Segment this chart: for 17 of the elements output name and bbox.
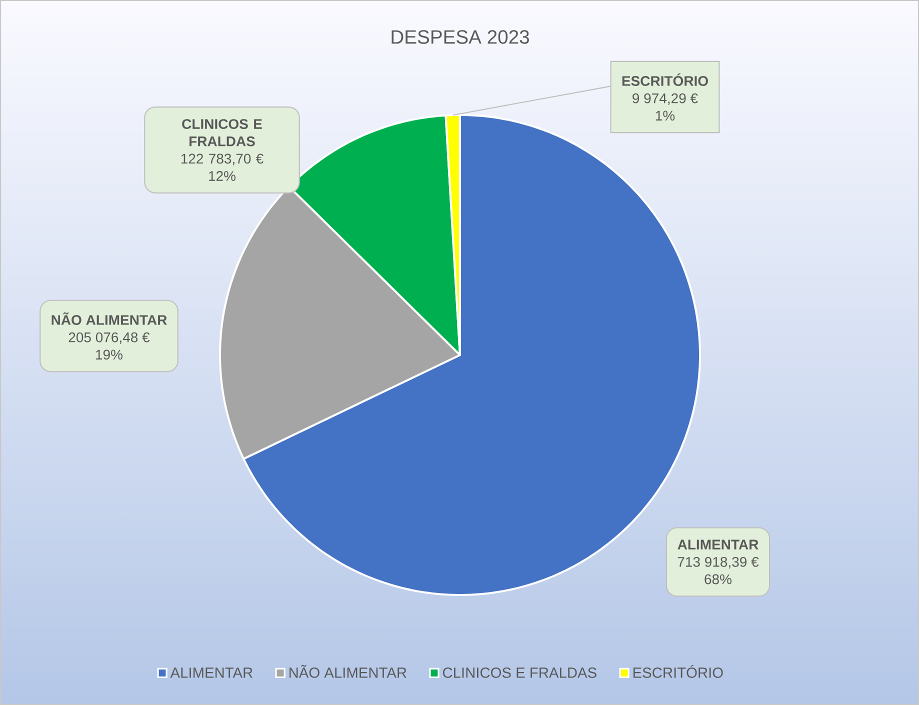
slice-label: ESCRITÓRIO: [622, 73, 708, 86]
text: 1%: [656, 110, 675, 121]
legend-label: ESCRITÓRIO: [634, 665, 723, 678]
data-label: 122 783,70 €: [181, 154, 264, 166]
slice-label: CLINICOS E FRALDAS: [182, 119, 262, 146]
legend-label: CLINICOS E FRALDAS: [442, 668, 596, 678]
text: 19%: [96, 350, 123, 360]
text: 12%: [209, 171, 236, 181]
legend-label: NÃO ALIMENTAR: [290, 664, 406, 678]
data-label: 205 076,48 €: [68, 332, 150, 344]
data-label: 9 974,29 €: [632, 93, 698, 105]
chart-title: DESPESA 2023: [392, 30, 529, 44]
legend-label: ALIMENTAR: [170, 668, 252, 678]
slice-label: NÃO ALIMENTAR: [52, 312, 167, 325]
slice-label: ALIMENTAR: [678, 540, 758, 550]
data-label: 713 918,39 €: [678, 556, 759, 569]
text: 68%: [704, 574, 732, 584]
